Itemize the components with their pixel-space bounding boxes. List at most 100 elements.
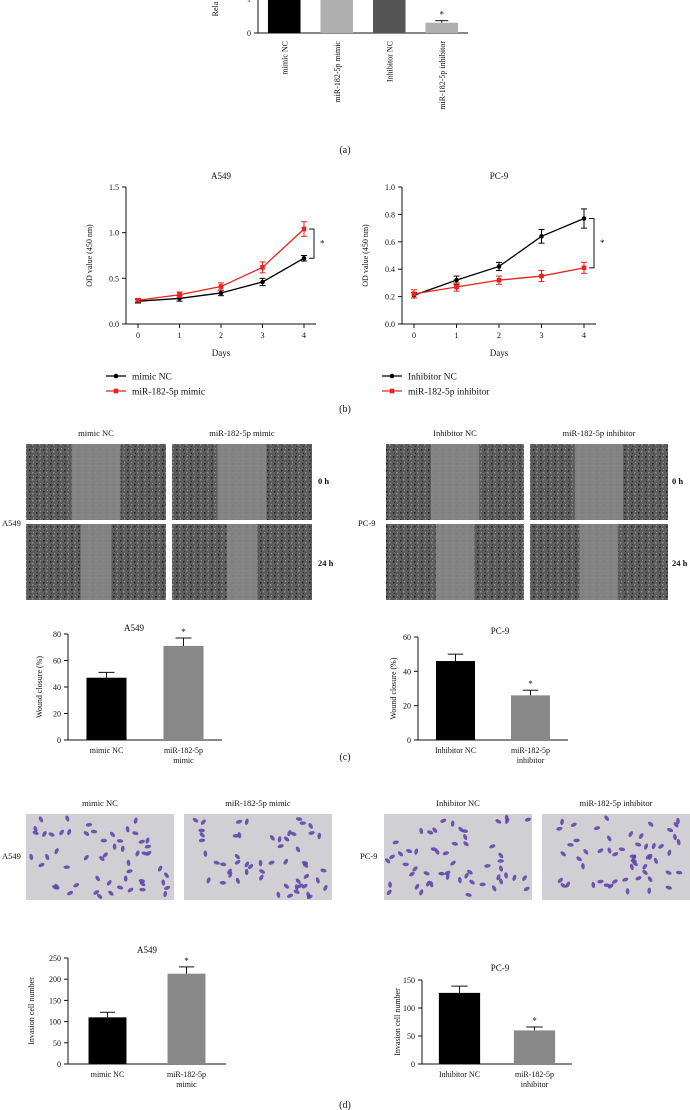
significance-bracket [309,228,315,259]
stained-cell [59,829,64,836]
stained-cell [406,849,413,854]
panel-label-d: (d) [339,1100,351,1110]
stained-cell [290,831,297,836]
bar [438,992,481,1064]
y-tick-label: 1.5 [109,183,119,192]
stained-cell [315,877,320,884]
stained-cell [135,850,140,857]
invasion-PC-9: Inhibitor NC miR-182-5p inhibitor PC-9 [360,798,690,900]
stained-cell [213,860,220,865]
y-tick-label: 200 [49,975,61,984]
stained-cell [419,889,424,896]
stained-cell [116,885,124,890]
wound-gap [435,524,475,600]
stained-cell [438,871,445,876]
stained-cell [463,834,468,841]
image-column-label: Inhibitor NC [433,428,477,438]
bar-chart-panel-c-a549: 0 20 40 60 80 Wound closure (%) A549 mimic NC * m… [35,623,222,765]
stained-cell [450,820,455,827]
time-label: 24 h [318,558,334,568]
significance-mark: * [320,239,325,249]
y-tick-label: 20 [403,702,411,711]
significance-mark: * [181,627,186,637]
legend-label: miR-182-5p inhibitor [408,388,490,398]
legend-label: Inhibitor NC [408,373,457,383]
stained-cell [647,876,653,883]
stained-cell [499,878,503,885]
stained-cell [145,837,150,844]
legend-marker [389,388,395,394]
stained-cell [504,814,509,822]
stained-cell [301,883,308,889]
image-column-label: miR-182-5p mimic [225,798,291,808]
stained-cell [676,838,681,846]
stained-cell [412,866,418,872]
chart-title: PC-9 [490,171,509,181]
y-tick-label: 0 [57,1060,61,1069]
stained-cell [426,880,431,887]
y-tick-label: 0.2 [385,293,395,302]
data-point [260,265,265,270]
data-point [581,265,587,271]
stained-cell [139,887,146,892]
stained-cell [45,853,50,861]
stained-cell [244,868,249,876]
stained-cell [560,883,567,888]
stained-cell [192,817,199,823]
image-column-label: mimic NC [82,798,118,808]
y-tick-label: 0.6 [385,238,395,247]
stained-cell [432,827,438,833]
stained-cell [108,890,114,896]
stained-cell [227,868,232,875]
y-axis-label: OD value (450 nm) [361,224,370,287]
y-tick-label: 0 [407,736,411,745]
wound-gap [71,444,121,520]
bar [88,1017,127,1064]
stained-cell [258,859,263,867]
stained-cell [635,876,642,881]
y-axis-label: Rela [211,1,220,16]
legend-marker [113,373,119,379]
x-tick-label: miR-182-5p mimic [333,41,342,103]
stained-cell [629,863,634,871]
x-tick-label: inhibitor [517,756,545,765]
data-point [496,277,502,283]
x-tick-label: Inhibitor NC [435,746,476,755]
cell-line-label: PC-9 [360,851,377,861]
x-tick-label: miR-182-5p [515,1070,554,1079]
stained-cell [524,817,532,822]
wound-healing-A549: mimic NC miR-182-5p mimic 0 h 24 h A549 [2,428,334,600]
stained-cell [469,879,475,885]
data-point [454,284,459,290]
significance-mark: * [528,679,533,689]
stained-cell [126,859,131,867]
y-tick-label: 0.5 [109,274,119,283]
stained-cell [658,844,664,849]
stained-cell [123,875,128,882]
stained-cell [161,879,166,886]
stained-cell [467,869,473,875]
stained-cell [297,883,304,888]
stained-cell [430,847,438,852]
stained-cell [109,831,116,837]
data-point [260,279,265,285]
stained-cell [127,887,134,893]
y-tick-label: 0.8 [385,210,395,219]
stained-cell [576,856,582,862]
stained-cell [444,870,451,876]
x-tick-label: miR-182-5p inhibitor [438,41,447,110]
x-tick-label: Inhibitor NC [439,1070,480,1079]
y-axis-label: OD value (450 nm) [85,224,94,287]
stained-cell [219,880,227,885]
stained-cell [234,853,240,860]
x-tick-label: 2 [497,331,501,340]
data-point [218,284,224,289]
stained-cell [607,847,612,854]
stained-cell [163,890,168,898]
chart-title: PC-9 [491,626,510,636]
stained-cell [389,854,395,860]
wound-gap [217,444,267,520]
bar [163,645,204,740]
stained-cell [386,889,392,895]
